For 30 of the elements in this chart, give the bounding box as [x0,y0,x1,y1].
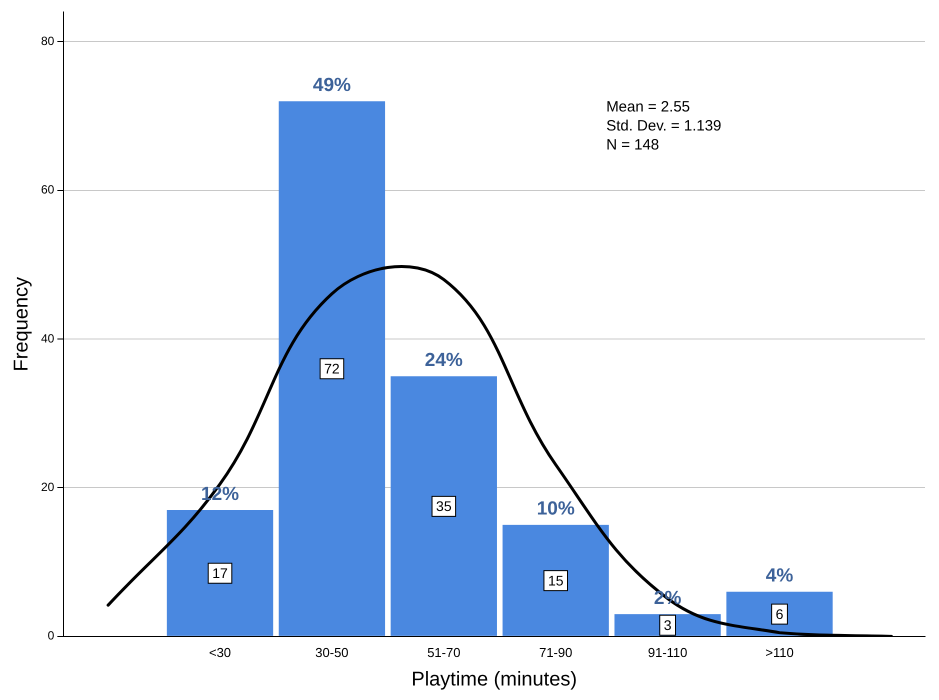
data-label: 17 [212,565,228,582]
annotation: Mean = 2.55 [606,98,690,116]
data-label: 72 [324,360,340,377]
annotation: 4% [766,566,794,587]
data-label: 6 [776,606,784,622]
x-tick-label: >110 [765,644,794,660]
x-tick-label: 30-50 [315,644,349,660]
bar [278,101,386,636]
annotation: Std. Dev. = 1.139 [606,118,722,135]
bar [502,524,609,636]
annotation: 49% [312,74,352,96]
bar [390,376,497,636]
annotation: 10% [536,498,575,520]
y-tick-label: 0 [48,628,55,643]
y-tick-label: 20 [40,480,55,494]
x-tick-label: 71-90 [539,644,572,660]
y-tick-label: 80 [40,34,55,48]
x-tick-label: 91-110 [648,644,688,660]
x-axis-title: Playtime (minutes) [411,668,577,691]
y-tick-label: 60 [40,182,55,197]
bar [166,510,274,636]
y-tick-label: 40 [40,331,55,346]
data-label: 15 [548,572,564,589]
y-axis-title: Frequency [10,276,33,372]
annotation: N = 148 [606,136,660,154]
x-tick-label: 51-70 [427,644,460,660]
data-label: 3 [664,617,672,634]
data-label: 35 [436,498,452,514]
x-tick-label: <30 [208,644,232,660]
annotation: 24% [424,350,463,371]
